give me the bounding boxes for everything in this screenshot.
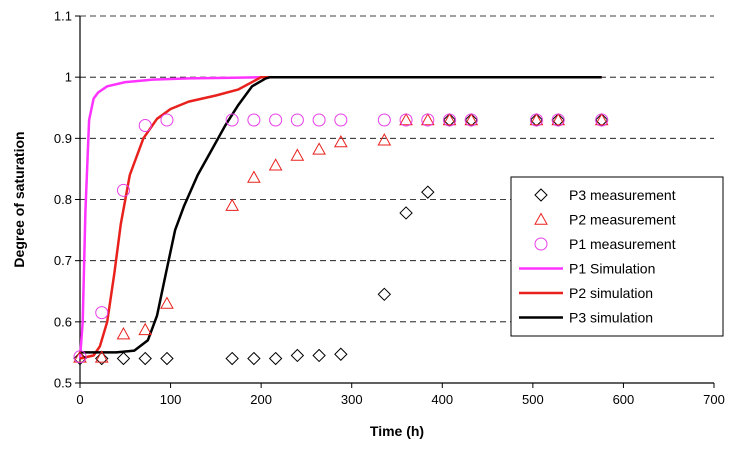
y-axis-title: Degree of saturation [11,131,27,267]
series-line-p2-simulation [79,75,602,360]
data-point-p1-measurement [334,113,348,127]
data-point-p3-measurement [334,347,348,361]
legend-label-p2-measurement: P2 measurement [569,212,676,228]
data-point-p2-measurement [290,148,305,161]
data-point-p2-measurement [138,322,153,336]
data-point-p2-measurement [529,112,544,126]
data-point-p2-measurement [551,112,566,126]
data-point-p3-measurement [421,185,435,199]
data-point-p3-measurement [290,348,305,363]
x-tick-label: 600 [613,392,635,407]
data-point-p1-measurement [399,113,413,127]
data-point-p1-measurement [443,113,457,127]
x-tick-label: 700 [703,392,725,407]
data-point-p1-measurement [551,113,565,127]
legend: P3 measurement P2 measurement P1 measureme… [510,176,724,337]
y-tick-label: 0.7 [54,253,72,268]
data-point-p1-measurement [73,350,87,364]
legend-label-p1-measurement: P1 measurement [569,236,676,252]
x-tick-label: 400 [431,392,453,407]
series-line-p3-simulation [80,75,602,354]
data-point-p2-measurement [377,133,392,146]
data-point-p2-measurement [73,350,87,363]
x-axis-title: Time (h) [370,423,424,439]
data-point-p2-measurement [312,142,326,155]
x-tick-label: 300 [341,392,363,407]
data-point-p2-measurement [160,296,174,309]
data-point-p3-measurement [399,206,413,220]
data-point-p3-measurement [160,351,174,366]
data-point-p1-measurement [290,113,304,127]
data-point-p2-measurement [225,198,240,211]
data-point-p1-measurement [421,113,435,127]
data-point-p1-measurement [595,113,609,127]
data-point-p1-measurement [138,118,152,132]
y-tick-label: 0.8 [54,192,72,207]
data-point-p2-measurement [333,134,348,148]
series-area [73,75,609,366]
data-point-p1-measurement [95,306,109,320]
data-point-p3-measurement [377,287,392,302]
data-point-p3-measurement [312,348,326,363]
legend-label-p1-simulation: P1 Simulation [569,261,655,277]
data-point-p2-measurement [442,112,457,126]
data-point-p2-measurement [94,350,109,363]
y-tick-label: 0.6 [54,314,72,329]
data-point-p1-measurement [225,113,239,127]
y-tick-label: 1.1 [54,9,72,24]
data-point-p1-measurement [160,113,174,127]
y-tick-label: 0.5 [54,376,72,391]
data-point-p2-measurement [247,170,261,183]
legend-label-p2-simulation: P2 simulation [569,285,653,301]
legend-swatch-p1-measurement [534,237,548,251]
legend-box [510,176,724,337]
data-point-p3-measurement [95,351,109,366]
x-tick-label: 500 [522,392,544,407]
data-point-p1-measurement [377,113,391,127]
data-point-p1-measurement [116,183,130,197]
data-point-p3-measurement [225,351,239,366]
data-point-p1-measurement [247,113,261,127]
x-tick-label: 200 [250,392,272,407]
legend-label-p3-simulation: P3 simulation [569,310,653,326]
y-tick-label: 0.9 [54,131,72,146]
legend-swatch-p2-measurement [534,212,548,225]
data-point-p3-measurement [116,351,131,366]
data-point-p3-measurement [247,351,261,366]
data-point-p2-measurement [594,112,609,126]
data-point-p2-measurement [116,327,131,340]
legend-label-p3-measurement: P3 measurement [569,187,676,203]
data-point-p3-measurement [138,351,152,366]
data-point-p3-measurement [73,351,87,366]
data-point-p3-measurement [268,351,283,366]
legend-swatch-p3-measurement [534,188,548,202]
axes: 0.5 0.6 0.7 0.8 0.9 1 1.1 0 100 200 300 400 500 600 70… [54,9,725,408]
data-point-p2-measurement [268,158,283,171]
y-tick-label: 1 [65,70,72,85]
data-point-p2-measurement [420,112,435,126]
data-point-p2-measurement [399,112,413,126]
data-point-p1-measurement [529,113,543,127]
x-tick-label: 0 [76,392,83,407]
data-point-p1-measurement [312,113,326,127]
series-line-p1-simulation [78,75,602,359]
x-tick-label: 100 [160,392,182,407]
data-point-p2-measurement [464,112,479,126]
data-point-p1-measurement [269,113,283,127]
data-point-p1-measurement [464,113,478,127]
